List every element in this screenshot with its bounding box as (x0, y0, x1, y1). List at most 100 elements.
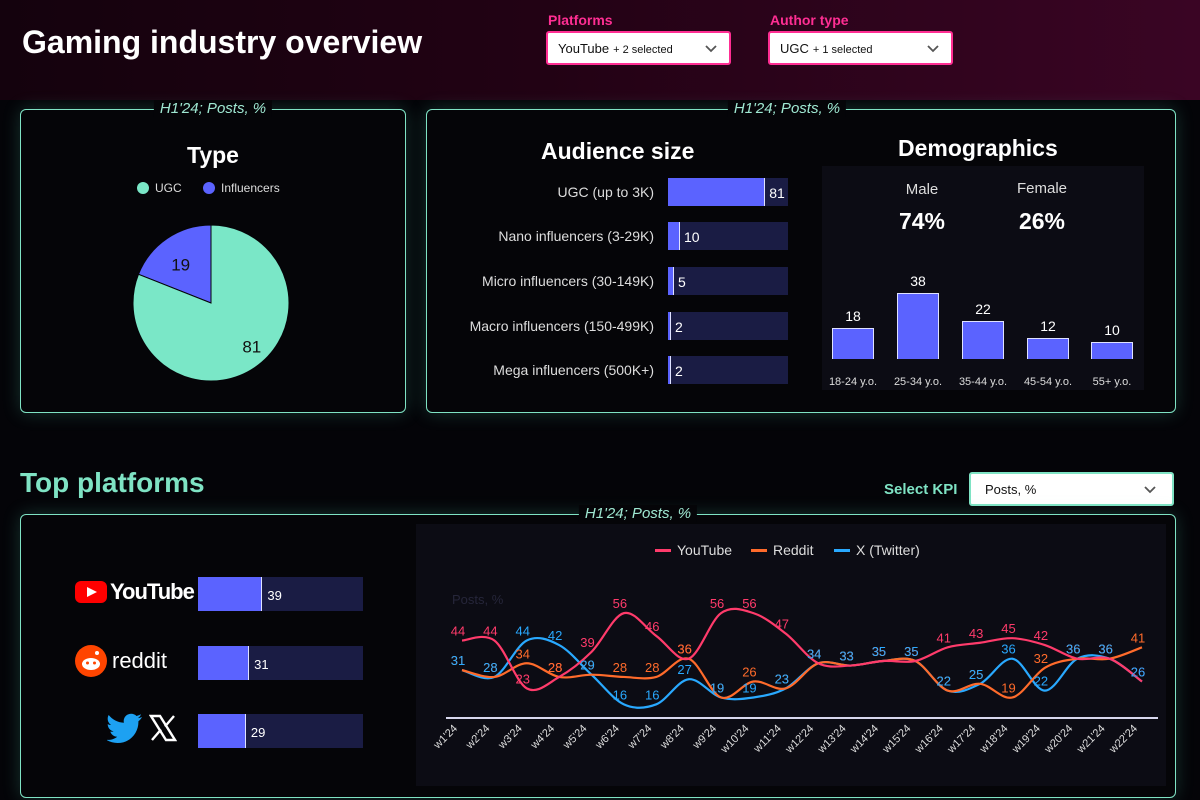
reddit-icon (75, 645, 107, 677)
line-data-label: 19 (710, 680, 724, 695)
line-data-label: 28 (483, 660, 497, 675)
legend-swatch (655, 548, 671, 552)
line-data-label: 36 (1066, 642, 1080, 657)
line-legend-item: YouTube (655, 542, 732, 558)
line-data-label: 28 (613, 660, 627, 675)
line-legend-item: X (Twitter) (834, 542, 920, 558)
legend-swatch (751, 548, 767, 552)
line-data-label: 36 (677, 642, 691, 657)
chevron-down-icon (705, 45, 717, 53)
demographics-bar-label: 45-54 y.o. (1023, 376, 1073, 388)
line-data-label: 35 (904, 644, 918, 659)
demographics-bar (1091, 341, 1133, 359)
demographics-title: Demographics (898, 135, 1058, 161)
demographics-bar-value: 38 (910, 273, 926, 289)
x-tick-label: w21'24 (1074, 723, 1108, 757)
line-data-label: 28 (548, 660, 562, 675)
author-filter-label: Author type (770, 12, 849, 28)
top-platforms-tag: H1'24; Posts, % (578, 505, 698, 522)
audience-bar (668, 312, 671, 340)
line-data-label: 31 (451, 653, 465, 668)
demographics-bar (962, 320, 1004, 359)
pie-slice-influencers (137, 224, 212, 304)
audience-panel-tag: H1'24; Posts, % (727, 100, 847, 117)
female-label: Female (1016, 180, 1068, 197)
x-tick-label: w22'24 (1107, 723, 1141, 757)
audience-bar-label: Micro influencers (30-149K) (482, 273, 654, 289)
legend-label: X (Twitter) (856, 542, 920, 558)
line-data-label: 35 (872, 644, 886, 659)
x-tick-label: w5'24 (560, 723, 589, 752)
platforms-filter-extra: + 2 selected (613, 43, 673, 56)
audience-bar-value: 2 (675, 363, 683, 379)
platform-bar (198, 646, 250, 680)
kpi-select[interactable]: Posts, % (969, 472, 1174, 506)
x-tick-label: w14'24 (847, 723, 881, 757)
x-tick-label: w19'24 (1009, 723, 1043, 757)
line-legend-item: Reddit (751, 542, 813, 558)
legend-label: Reddit (773, 542, 814, 558)
line-data-label: 25 (969, 667, 983, 682)
audience-bar-label: Mega influencers (500K+) (493, 362, 654, 378)
demographics-bar-label: 18-24 y.o. (828, 376, 878, 388)
kpi-value: Posts, % (985, 481, 1037, 497)
type-panel-tag: H1'24; Posts, % (153, 100, 273, 117)
line-data-label: 29 (580, 658, 594, 673)
youtube-icon (75, 581, 107, 603)
line-data-label: 28 (548, 660, 562, 675)
line-data-label: 28 (645, 660, 659, 675)
line-data-label: 39 (580, 635, 594, 650)
line-data-label: 29 (580, 658, 594, 673)
posts-line-chart: Posts, % 44 44 23 28 39 56 46 36 56 56 47 34 33 35 35 41… (431, 592, 1158, 757)
line-data-label: 33 (839, 649, 853, 664)
line-chart-area (416, 524, 1166, 786)
platform-bar (198, 714, 246, 748)
audience-bar-track (668, 312, 788, 340)
audience-bar (668, 178, 766, 206)
line-data-label: 45 (1001, 621, 1015, 636)
line-data-label: 22 (936, 674, 950, 689)
platform-bar-track (198, 646, 363, 680)
line-data-label: 47 (775, 617, 789, 632)
platform-bar-value: 29 (250, 725, 266, 740)
platform-bar-value: 31 (254, 657, 269, 672)
youtube-wordmark: YouTube (110, 579, 195, 604)
legend-label: UGC (155, 181, 182, 195)
platforms-filter-select[interactable]: YouTube + 2 selected (546, 31, 731, 65)
demographics-bar-value: 10 (1104, 321, 1120, 338)
line-data-label: 35 (904, 644, 918, 659)
demographics-bar-label: 25-34 y.o. (893, 376, 943, 388)
line-data-label: 35 (872, 644, 886, 659)
line-data-label: 44 (483, 623, 497, 638)
chevron-down-icon (1144, 486, 1156, 494)
line-data-label: 16 (613, 687, 627, 702)
demographics-bar (1027, 338, 1069, 359)
type-legend-ugc: UGC (137, 181, 182, 195)
audience-bar-track (668, 178, 788, 206)
line-data-label: 19 (1001, 680, 1015, 695)
line-data-label: 25 (969, 667, 983, 682)
legend-swatch (203, 182, 215, 194)
x-tick-label: w15'24 (880, 723, 914, 757)
reddit-logo: reddit (75, 645, 167, 677)
x-tick-label: w3'24 (496, 723, 525, 752)
line-data-label: 32 (1034, 651, 1048, 666)
line-data-label: 35 (872, 644, 886, 659)
line-data-label: 46 (645, 619, 659, 634)
line-data-label: 36 (1098, 642, 1112, 657)
youtube-logo: YouTube (75, 579, 195, 605)
line-data-label: 43 (969, 626, 983, 641)
line-data-label: 31 (451, 653, 465, 668)
line-data-label: 42 (1034, 628, 1048, 643)
line-data-label: 23 (775, 671, 789, 686)
x-tick-label: w10'24 (718, 723, 752, 757)
audience-bar-value: 2 (675, 319, 683, 335)
platform-bar-track (198, 577, 363, 611)
x-tick-label: w8'24 (658, 723, 687, 752)
platforms-filter-value: YouTube (558, 40, 610, 56)
line-data-label: 23 (775, 671, 789, 686)
line-data-label: 26 (1131, 665, 1145, 680)
x-tick-label: w2'24 (463, 723, 492, 752)
type-chart-title: Type (187, 142, 239, 168)
author-filter-select[interactable]: UGC + 1 selected (768, 31, 953, 65)
